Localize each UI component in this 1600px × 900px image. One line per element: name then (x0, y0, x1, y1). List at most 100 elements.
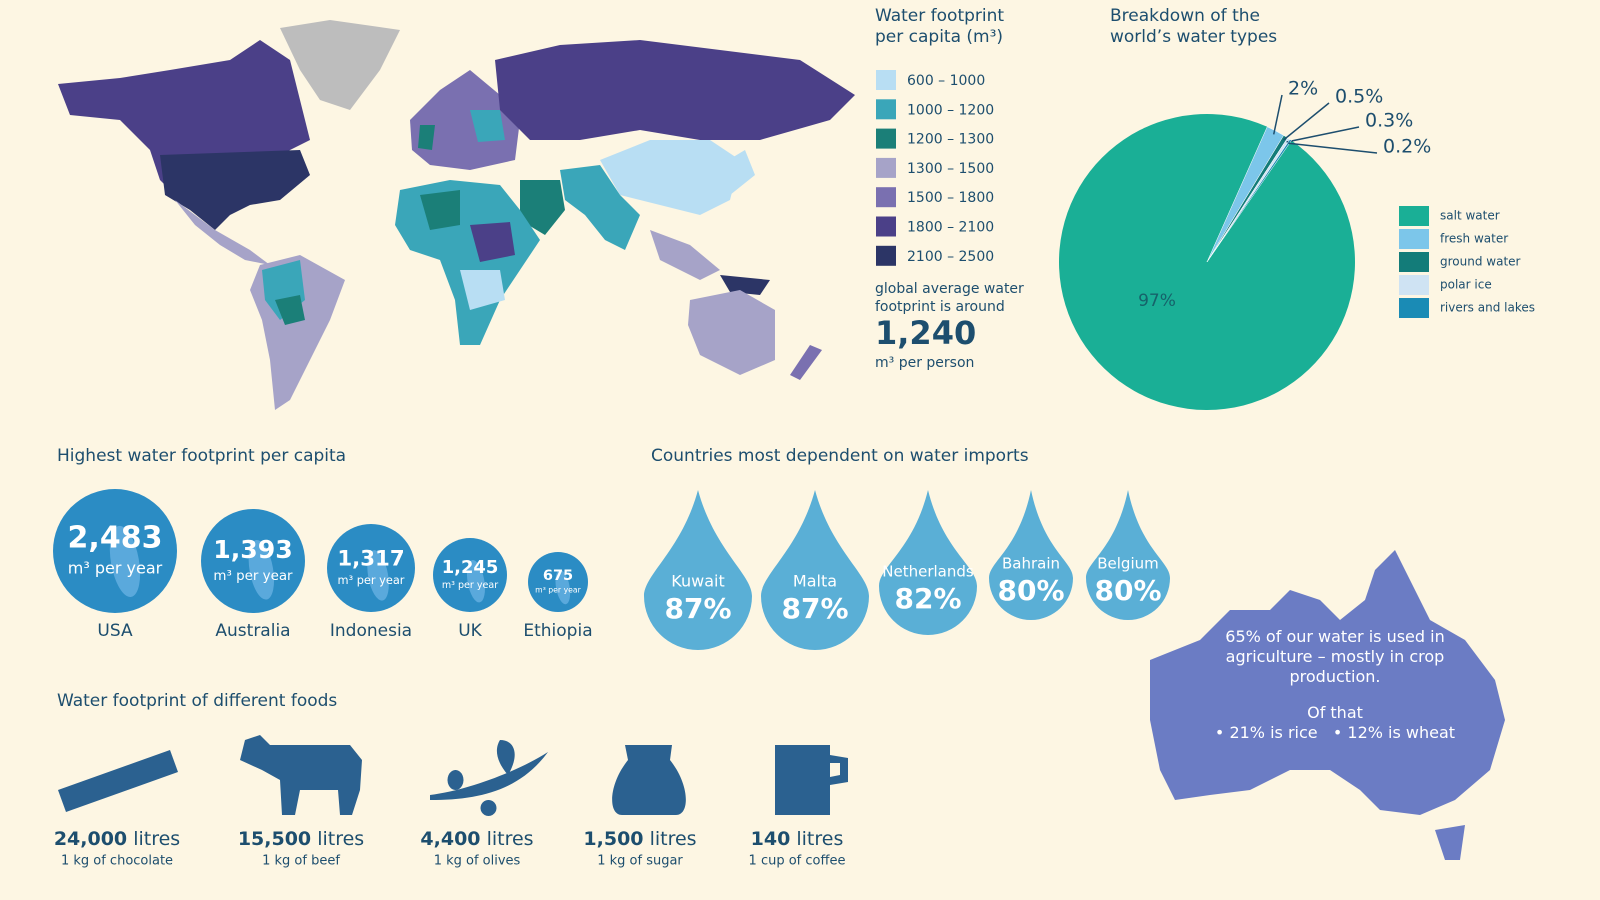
footprint-unit: m³ per year (338, 573, 405, 587)
amount: 24,000 (54, 828, 127, 850)
section-title: Highest water footprint per capita (57, 446, 347, 466)
legend-label: fresh water (1440, 232, 1508, 246)
unit: litres (650, 828, 697, 850)
drop-share: 80% (997, 574, 1064, 607)
legend-label: salt water (1440, 209, 1500, 223)
leader-line (1272, 94, 1283, 135)
unit: litres (133, 828, 180, 850)
country-label: UK (458, 621, 482, 641)
world-map (58, 20, 855, 410)
drop-country: Netherlands (882, 563, 974, 581)
food-item: 1 kg of chocolate (61, 854, 173, 869)
section-title: Countries most dependent on water import… (651, 446, 1029, 466)
unit: litres (487, 828, 534, 850)
legend-label: 1500 – 1800 (907, 190, 994, 206)
legend-swatch (876, 157, 896, 178)
food-item: 1 kg of beef (262, 854, 340, 869)
food-amount: 24,000 litres (54, 828, 180, 850)
legend-swatch (876, 99, 896, 120)
country-label: Indonesia (330, 621, 412, 641)
country-label: Ethiopia (523, 621, 592, 641)
legend-swatch (1399, 206, 1429, 226)
footprint-value: 1,317 (337, 546, 404, 571)
drop-share: 87% (664, 592, 731, 625)
footprint-value: 1,245 (442, 557, 499, 578)
drop-country: Bahrain (1002, 555, 1060, 573)
legend-label: rivers and lakes (1440, 301, 1535, 315)
drop-country: Malta (793, 572, 837, 591)
food-amount: 15,500 litres (238, 828, 364, 850)
legend-label: 2100 – 2500 (907, 249, 994, 265)
average-note: global average water footprint is around (875, 281, 1024, 315)
australia-points: • 21% is rice • 12% is wheat (1214, 723, 1456, 742)
legend-swatch (876, 70, 896, 90)
water-drop (1086, 490, 1170, 620)
point: 12% is wheat (1347, 723, 1456, 742)
point: 21% is rice (1229, 723, 1318, 742)
australia-of-that: Of that (1307, 703, 1363, 722)
food-icons (58, 735, 848, 816)
footprint-unit: m³ per year (442, 580, 498, 591)
legend-swatch (1399, 298, 1429, 318)
footprint-icon (466, 560, 485, 603)
pie-label: 0.5% (1335, 86, 1383, 108)
legend-label: 1300 – 1500 (907, 161, 994, 177)
food-amount: 4,400 litres (420, 828, 533, 850)
footprint-icon (248, 539, 275, 600)
pie-label: 97% (1138, 291, 1176, 311)
legend-label: 1200 – 1300 (907, 132, 994, 148)
drop-share: 80% (1094, 574, 1161, 607)
legend-swatch (876, 128, 896, 149)
drop-share: 87% (781, 592, 848, 625)
footprint-value: 2,483 (68, 521, 163, 556)
leader-line (1283, 102, 1330, 141)
footprint-icon (367, 550, 389, 601)
amount: 140 (751, 828, 791, 850)
unit: litres (317, 828, 364, 850)
pie-slice (1206, 139, 1292, 263)
water-drop (879, 490, 977, 635)
footprint-icon (555, 569, 571, 605)
country-label: Australia (215, 621, 290, 641)
footprint-icon (109, 525, 141, 597)
pie-label: 0.2% (1383, 136, 1431, 158)
water-drop (989, 490, 1073, 620)
footprint-unit: m³ per year (213, 569, 293, 584)
legend-label: 600 – 1000 (907, 73, 985, 89)
section-title: Water footprint of different foods (57, 691, 338, 711)
australia-main: 65% of our water is used in agriculture … (1225, 627, 1445, 686)
food-amount: 1,500 litres (583, 828, 696, 850)
country-label: USA (97, 621, 133, 641)
footprint-unit: m³ per year (68, 559, 163, 578)
amount: 4,400 (420, 828, 480, 850)
drop-share: 82% (894, 582, 961, 615)
legend-label: 1000 – 1200 (907, 102, 994, 118)
food-item: 1 kg of sugar (597, 854, 683, 869)
footprint-value: 1,393 (213, 535, 293, 564)
average-unit: m³ per person (875, 355, 975, 371)
drop-country: Kuwait (671, 572, 724, 591)
map-legend-title: Water footprint per capita (m³) (875, 6, 1005, 47)
food-item: 1 kg of olives (434, 854, 521, 869)
water-drop (644, 490, 752, 650)
footprint-unit: m³ per year (535, 586, 581, 595)
legend-swatch (1399, 252, 1429, 272)
food-item: 1 cup of coffee (749, 854, 846, 869)
amount: 1,500 (583, 828, 643, 850)
leader-line (1288, 142, 1378, 154)
legend-swatch (876, 216, 896, 237)
drop-country: Belgium (1097, 555, 1159, 573)
pie-title: Breakdown of the world’s water types (1110, 6, 1278, 47)
leader-line (1286, 126, 1360, 143)
legend-label: polar ice (1440, 278, 1492, 292)
legend-label: 1800 – 2100 (907, 220, 994, 236)
australia-shape (1150, 550, 1505, 860)
legend-swatch (1399, 229, 1429, 249)
footprint-value: 675 (543, 568, 573, 584)
amount: 15,500 (238, 828, 311, 850)
food-amount: 140 litres (751, 828, 844, 850)
unit: litres (796, 828, 843, 850)
legend-swatch (876, 245, 896, 266)
